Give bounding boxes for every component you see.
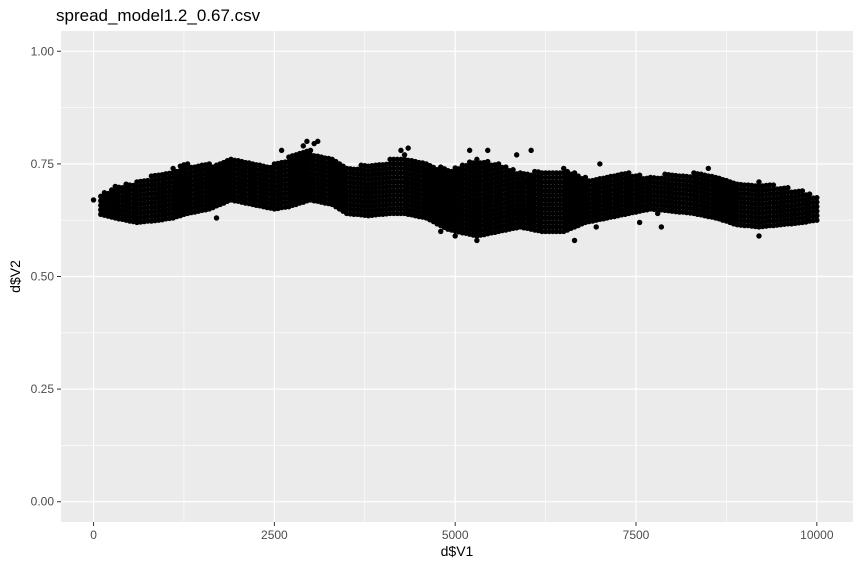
data-point [636,172,643,178]
data-point [90,197,97,203]
data-point [315,138,321,145]
data-point [582,174,589,181]
data-point [170,165,176,172]
y-tick-label: 0.75 [31,157,55,171]
data-point [814,212,820,219]
y-axis-label: d$V2 [7,260,23,293]
data-point [636,219,643,226]
data-point [658,224,665,230]
data-point [474,156,480,163]
data-point [398,147,404,154]
data-point [814,194,820,201]
data-point [452,233,458,239]
data-point [485,158,491,165]
x-axis-label: d$V1 [441,543,474,559]
data-point [466,147,473,154]
x-tick-label: 2500 [261,528,288,542]
data-point [814,217,820,223]
data-point [571,237,578,244]
y-tick-label: 0.50 [31,270,55,284]
data-point [503,164,509,170]
major-gridlines [61,31,853,522]
y-axis-ticks: 0.00 0.25 0.50 0.75 1.00 [31,44,61,509]
data-point [495,161,502,167]
data-point [626,170,632,176]
data-point [528,147,534,154]
data-point [510,167,516,173]
data-point [304,138,310,145]
data-point [756,179,762,185]
data-point [814,203,820,210]
data-point [445,183,451,190]
data-point [300,143,306,149]
data-point [814,208,820,214]
data-point [184,161,191,167]
data-point [593,224,599,230]
data-point [597,161,603,167]
data-point [213,215,220,221]
data-point [546,201,552,208]
data-point [655,210,661,217]
data-point [524,179,531,185]
x-axis-ticks: 0 2500 5000 7500 10000 [90,522,834,542]
y-tick-label: 0.00 [31,495,55,509]
data-point [485,147,491,154]
x-tick-label: 0 [90,528,97,542]
data-point [814,199,820,205]
x-tick-label: 10000 [800,528,834,542]
data-point [571,170,578,176]
y-tick-label: 0.25 [31,382,55,396]
data-point [438,174,444,181]
x-tick-label: 5000 [442,528,469,542]
data-point [438,228,444,235]
data-point [405,145,411,151]
data-point [206,161,212,167]
data-points [90,138,820,244]
x-tick-label: 7500 [623,528,650,542]
data-point [806,191,813,197]
data-point [560,165,567,172]
data-point [799,188,806,194]
data-point [307,147,314,154]
data-point [770,182,777,188]
data-point [401,152,408,158]
y-tick-label: 1.00 [31,44,55,58]
data-point [513,152,520,158]
data-point [474,237,480,244]
data-point [705,165,712,172]
data-point [785,185,791,191]
chart-title: spread_model1.2_0.67.csv [56,6,261,25]
data-point [239,188,245,194]
data-point [278,147,285,154]
data-point [756,233,762,239]
